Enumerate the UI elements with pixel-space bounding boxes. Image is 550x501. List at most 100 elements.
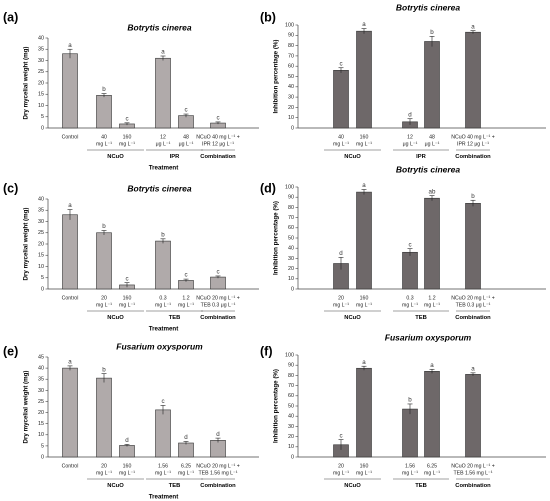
- bar: [155, 240, 171, 290]
- significance-letter: c: [216, 115, 219, 122]
- bar: [465, 31, 481, 129]
- y-tick-label: 100: [285, 352, 294, 358]
- y-tick-label: 90: [288, 33, 294, 39]
- category-label: 160: [123, 134, 132, 140]
- bar: [96, 377, 112, 458]
- significance-letter: c: [339, 60, 342, 67]
- y-tick-label: 5: [41, 443, 44, 449]
- category-label: 40: [101, 134, 107, 140]
- group-label: NCuO: [344, 154, 361, 160]
- group-label: NCuO: [344, 483, 361, 489]
- category-label: 1.56: [158, 463, 168, 469]
- y-tick-label: 10: [288, 444, 294, 450]
- significance-letter: a: [68, 42, 72, 49]
- group-label: NCuO: [344, 315, 361, 321]
- significance-letter: c: [339, 432, 342, 439]
- significance-letter: b: [102, 86, 106, 93]
- y-tick-label: 40: [38, 196, 44, 202]
- category-label: 160: [123, 463, 132, 469]
- y-tick-label: 80: [288, 205, 294, 211]
- bar: [155, 409, 171, 458]
- y-tick-label: 60: [288, 64, 294, 70]
- y-tick-label: 50: [288, 74, 294, 80]
- group-label: Combination: [200, 154, 236, 160]
- chart-title: Fusarium oxysporum: [116, 341, 203, 351]
- bar: [96, 95, 112, 129]
- bar: [210, 276, 226, 290]
- category-label: mg L⁻¹: [119, 470, 135, 476]
- category-label: IPR 12 μg L⁻¹: [202, 141, 234, 147]
- significance-letter: c: [216, 269, 219, 276]
- significance-letter: b: [430, 29, 434, 36]
- bar: [402, 251, 418, 290]
- chart-panel-1: (a) Botrytis cinerea 0 5 10 15 20 25 30 35 40 Dry m…: [3, 10, 259, 172]
- y-tick-label: 40: [38, 35, 44, 41]
- y-tick-label: 10: [38, 432, 44, 438]
- y-tick-label: 20: [38, 80, 44, 86]
- bar: [465, 374, 481, 458]
- category-label: TEB 0.3 μg L⁻¹: [456, 302, 491, 308]
- significance-letter: a: [362, 359, 366, 366]
- y-tick-label: 80: [288, 43, 294, 49]
- category-label: 160: [360, 463, 369, 469]
- group-label: NCuO: [107, 483, 124, 489]
- bar: [356, 191, 372, 290]
- panel-label: (c): [3, 181, 18, 195]
- y-tick-label: 20: [288, 434, 294, 440]
- y-tick-label: 25: [38, 399, 44, 405]
- group-label: Combination: [455, 154, 491, 160]
- chart-panel-3: (c) Botrytis cinerea 0 5 10 15 20 25 30 35 40 Dry m…: [3, 181, 259, 333]
- bar: [424, 41, 440, 129]
- group-label: Combination: [455, 315, 491, 321]
- group-label: Combination: [455, 483, 491, 489]
- y-tick-label: 0: [41, 286, 44, 292]
- bar: [356, 367, 372, 458]
- chart-panel-2: (b) Botrytis cinerea 0 10 20 30 40 50 60 70 80 90 10…: [260, 2, 546, 160]
- category-label: mg L⁻¹: [178, 302, 194, 308]
- category-label: 12: [407, 134, 413, 140]
- chart-panel-6: (f) Fusarium oxysporum 0 10 20 30 40 50 60 70 80 90…: [260, 332, 546, 489]
- y-tick-label: 25: [38, 69, 44, 75]
- y-tick-label: 10: [38, 264, 44, 270]
- y-tick-label: 100: [285, 22, 294, 28]
- chart-panel-4: (d) Botrytis cinerea 0 10 20 30 40 50 60 70 80 90 10…: [260, 164, 546, 321]
- chart-title: Botrytis cinerea: [127, 183, 192, 193]
- y-tick-label: 30: [288, 424, 294, 430]
- y-tick-label: 80: [288, 373, 294, 379]
- significance-letter: c: [125, 115, 128, 122]
- group-label: IPR: [170, 154, 180, 160]
- category-label: 20: [338, 295, 344, 301]
- category-label: mg L⁻¹: [155, 470, 171, 476]
- category-label: 20: [101, 295, 107, 301]
- category-label: 12: [160, 134, 166, 140]
- panel-label: (a): [3, 10, 18, 24]
- group-label: TEB: [415, 315, 427, 321]
- category-label: mg L⁻¹: [119, 302, 135, 308]
- bar: [356, 30, 372, 129]
- bar: [402, 408, 418, 458]
- y-tick-label: 30: [38, 58, 44, 64]
- bar: [178, 442, 194, 458]
- y-tick-label: 40: [288, 414, 294, 420]
- bar: [119, 445, 135, 458]
- category-label: mg L⁻¹: [356, 302, 372, 308]
- category-label: 48: [429, 134, 435, 140]
- category-label: Control: [62, 463, 79, 469]
- y-tick-label: 50: [288, 403, 294, 409]
- chart-title: Botrytis cinerea: [396, 164, 461, 174]
- y-axis-label: Inhibition percentage (%): [273, 40, 280, 114]
- significance-letter: b: [102, 366, 106, 373]
- panel-label: (e): [3, 344, 18, 358]
- y-tick-label: 60: [288, 225, 294, 231]
- category-label: mg L⁻¹: [356, 141, 372, 147]
- y-tick-label: 30: [288, 95, 294, 101]
- panel-label: (b): [260, 10, 276, 24]
- y-tick-label: 35: [38, 208, 44, 214]
- panel-label: (f): [260, 344, 273, 358]
- bar: [178, 115, 194, 129]
- group-label: Combination: [200, 483, 236, 489]
- y-tick-label: 50: [288, 235, 294, 241]
- significance-letter: c: [184, 272, 187, 279]
- category-label: μg L⁻¹: [403, 141, 418, 147]
- chart-title: Botrytis cinerea: [127, 22, 192, 32]
